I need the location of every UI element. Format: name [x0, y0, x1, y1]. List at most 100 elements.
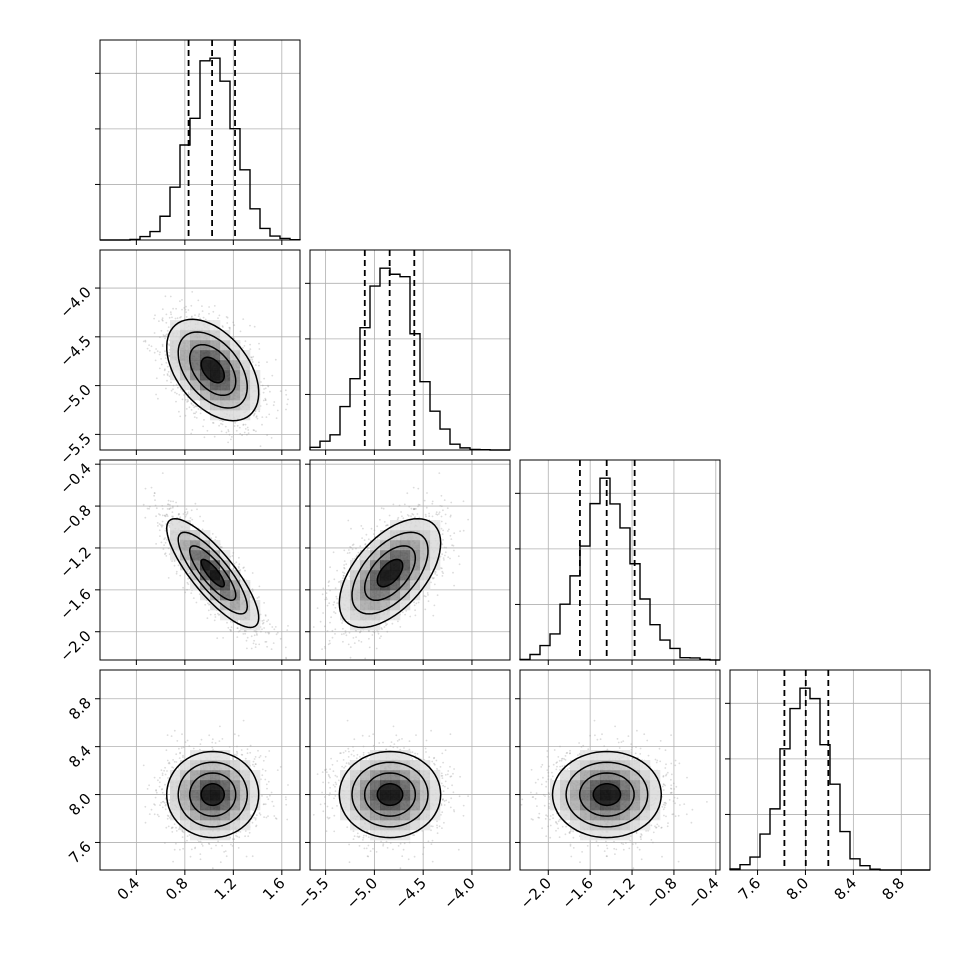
- scatter-point: [343, 564, 345, 566]
- scatter-point: [183, 307, 186, 309]
- scatter-point: [217, 614, 220, 616]
- scatter-point: [166, 365, 169, 368]
- scatter-point: [330, 616, 332, 619]
- scatter-point: [203, 436, 206, 439]
- scatter-point: [246, 647, 248, 650]
- scatter-point: [233, 425, 236, 427]
- scatter-point: [411, 513, 414, 515]
- scatter-point: [344, 630, 347, 632]
- scatter-point: [431, 515, 434, 518]
- scatter-point: [158, 353, 161, 356]
- scatter-point: [264, 631, 267, 634]
- scatter-point: [156, 350, 159, 353]
- scatter-point: [167, 577, 170, 579]
- scatter-point: [440, 520, 443, 523]
- density-cell: [230, 600, 241, 611]
- scatter-point: [184, 398, 187, 401]
- scatter-point: [342, 571, 344, 574]
- scatter-point: [251, 361, 254, 363]
- scatter-point: [190, 402, 193, 404]
- pair-panel-2-1: [305, 459, 511, 665]
- density-cell: [180, 350, 191, 361]
- scatter-point: [264, 397, 267, 400]
- scatter-point: [160, 329, 163, 332]
- scatter-point: [157, 397, 159, 400]
- scatter-point: [191, 291, 194, 293]
- y-tick-label-2-3: −0.8: [56, 501, 94, 539]
- scatter-point: [142, 340, 145, 343]
- scatter-point: [164, 368, 166, 371]
- scatter-point: [326, 604, 329, 607]
- scatter-point: [253, 413, 256, 416]
- scatter-point: [167, 326, 170, 329]
- scatter-point: [166, 539, 168, 541]
- scatter-point: [163, 369, 166, 372]
- scatter-point: [267, 385, 270, 388]
- scatter-point: [157, 525, 159, 527]
- scatter-point: [184, 515, 187, 518]
- scatter-point: [199, 412, 202, 415]
- scatter-point: [328, 639, 331, 642]
- scatter-point: [184, 591, 187, 594]
- scatter-point: [245, 639, 248, 642]
- pair-panel-1-0: −5.5−5.0−4.5−4.0: [56, 249, 301, 468]
- scatter-point: [380, 627, 383, 629]
- scatter-point: [253, 429, 256, 432]
- scatter-point: [255, 633, 258, 635]
- scatter-point: [260, 630, 262, 633]
- scatter-point: [142, 503, 145, 506]
- scatter-point: [164, 357, 167, 359]
- density-cell: [230, 410, 241, 421]
- scatter-point: [253, 412, 256, 415]
- scatter-point: [168, 508, 171, 510]
- scatter-point: [159, 535, 161, 537]
- scatter-point: [144, 516, 147, 519]
- scatter-point: [160, 358, 162, 360]
- scatter-point: [167, 503, 170, 506]
- density-cell: [190, 540, 201, 551]
- scatter-point: [150, 345, 153, 348]
- scatter-point: [162, 548, 165, 550]
- scatter-point: [222, 326, 224, 328]
- scatter-point: [258, 342, 260, 345]
- scatter-point: [379, 518, 381, 521]
- scatter-point: [162, 334, 165, 336]
- scatter-point: [397, 516, 400, 519]
- scatter-point: [285, 657, 288, 660]
- scatter-point: [404, 613, 406, 616]
- scatter-point: [255, 643, 257, 646]
- scatter-point: [186, 399, 189, 401]
- hist-panel-1: [305, 249, 511, 455]
- scatter-point: [181, 308, 183, 311]
- scatter-point: [256, 597, 259, 599]
- scatter-point: [231, 568, 233, 571]
- scatter-point: [207, 609, 210, 612]
- scatter-point: [161, 505, 164, 507]
- scatter-point: [144, 487, 147, 490]
- scatter-point: [164, 515, 167, 518]
- scatter-point: [453, 584, 455, 587]
- scatter-point: [150, 486, 153, 489]
- scatter-point: [154, 504, 157, 507]
- y-tick-label-2-0: −2.0: [56, 627, 94, 665]
- scatter-point: [226, 322, 229, 324]
- scatter-point: [267, 619, 270, 621]
- scatter-point: [168, 344, 171, 347]
- panel-frame: [99, 39, 301, 241]
- scatter-point: [163, 544, 165, 546]
- scatter-point: [264, 399, 267, 401]
- scatter-point: [188, 393, 190, 396]
- scatter-point: [177, 386, 179, 389]
- scatter-point: [351, 548, 354, 551]
- scatter-point: [448, 528, 450, 531]
- scatter-point: [202, 316, 205, 319]
- scatter-point: [279, 390, 282, 392]
- scatter-point: [251, 588, 254, 590]
- scatter-point: [199, 515, 201, 518]
- scatter-point: [253, 325, 256, 328]
- scatter-point: [244, 632, 247, 635]
- scatter-point: [255, 430, 257, 433]
- scatter-point: [175, 392, 178, 395]
- scatter-point: [251, 590, 254, 592]
- scatter-point: [164, 537, 166, 539]
